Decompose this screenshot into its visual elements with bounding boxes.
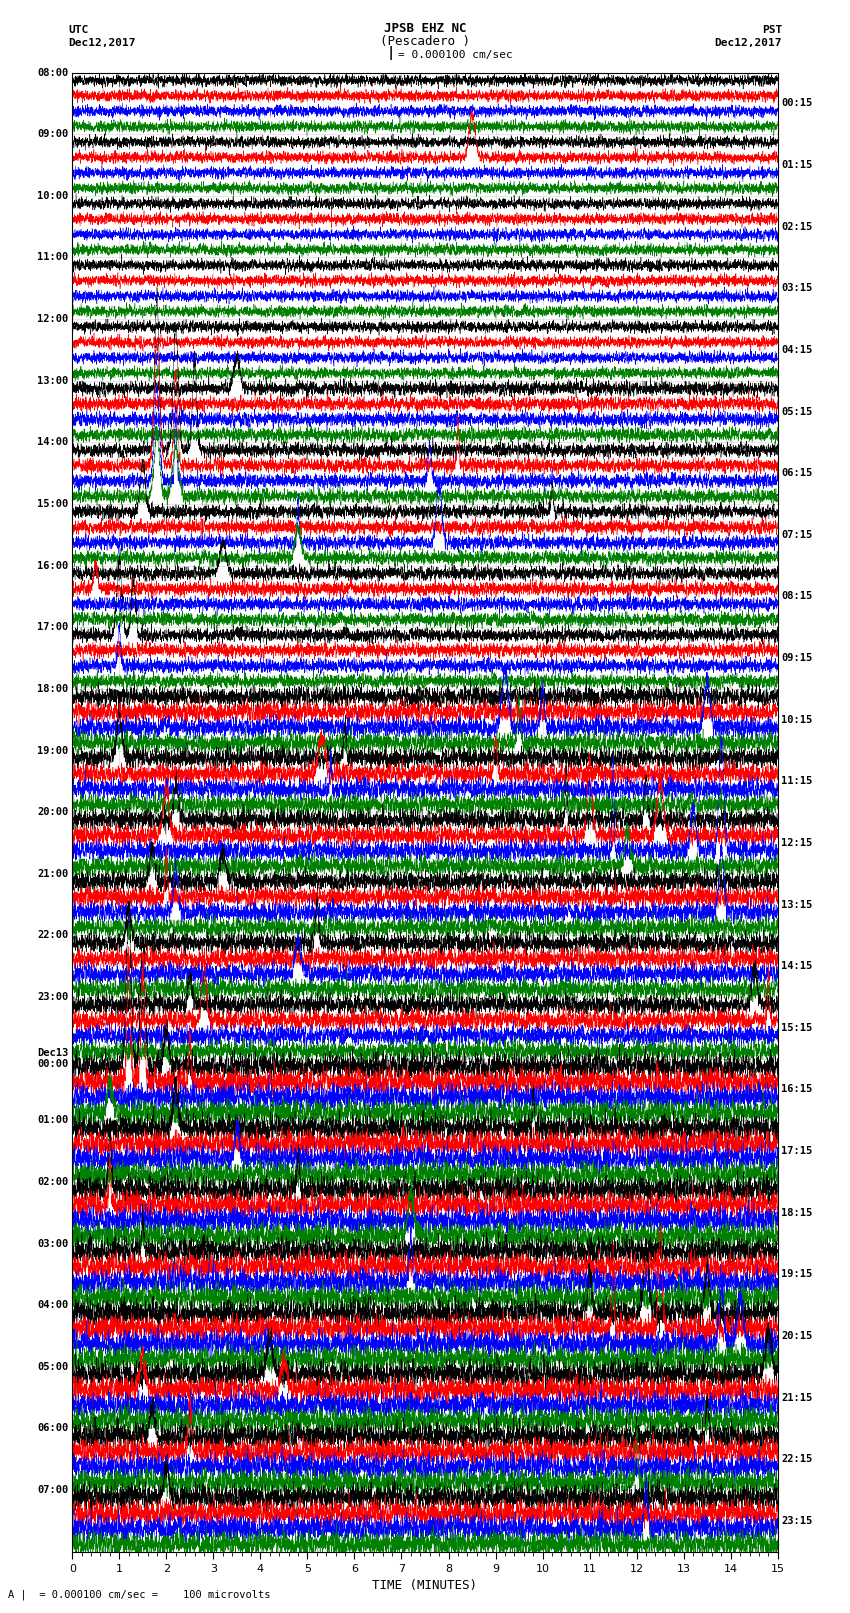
- Text: 18:15: 18:15: [781, 1208, 813, 1218]
- Text: 19:00: 19:00: [37, 745, 69, 755]
- Text: 18:00: 18:00: [37, 684, 69, 694]
- Text: 13:00: 13:00: [37, 376, 69, 386]
- Text: 19:15: 19:15: [781, 1269, 813, 1279]
- Text: 05:00: 05:00: [37, 1361, 69, 1371]
- Text: A |  = 0.000100 cm/sec =    100 microvolts: A | = 0.000100 cm/sec = 100 microvolts: [8, 1589, 271, 1600]
- Text: 05:15: 05:15: [781, 406, 813, 416]
- Text: PST: PST: [762, 24, 782, 35]
- Text: JPSB EHZ NC: JPSB EHZ NC: [383, 21, 467, 35]
- Text: (Pescadero ): (Pescadero ): [380, 35, 470, 48]
- Text: 07:00: 07:00: [37, 1486, 69, 1495]
- Text: 08:15: 08:15: [781, 592, 813, 602]
- Text: 10:15: 10:15: [781, 715, 813, 724]
- Text: 08:00: 08:00: [37, 68, 69, 77]
- Text: 16:00: 16:00: [37, 561, 69, 571]
- Text: 03:15: 03:15: [781, 284, 813, 294]
- Text: 17:00: 17:00: [37, 623, 69, 632]
- Text: 01:00: 01:00: [37, 1115, 69, 1126]
- Text: 22:00: 22:00: [37, 931, 69, 940]
- Text: 20:15: 20:15: [781, 1331, 813, 1340]
- Text: 15:15: 15:15: [781, 1023, 813, 1032]
- Text: 14:15: 14:15: [781, 961, 813, 971]
- Text: 02:00: 02:00: [37, 1177, 69, 1187]
- Text: 02:15: 02:15: [781, 221, 813, 232]
- Text: 14:00: 14:00: [37, 437, 69, 447]
- Text: 12:15: 12:15: [781, 839, 813, 848]
- Text: 20:00: 20:00: [37, 806, 69, 818]
- Text: = 0.000100 cm/sec: = 0.000100 cm/sec: [398, 50, 513, 60]
- Text: 00:15: 00:15: [781, 98, 813, 108]
- Text: 09:00: 09:00: [37, 129, 69, 139]
- Text: 15:00: 15:00: [37, 498, 69, 510]
- Text: 09:15: 09:15: [781, 653, 813, 663]
- Text: 16:15: 16:15: [781, 1084, 813, 1095]
- Text: UTC: UTC: [68, 24, 88, 35]
- Text: 21:15: 21:15: [781, 1392, 813, 1403]
- Text: 22:15: 22:15: [781, 1455, 813, 1465]
- Text: 13:15: 13:15: [781, 900, 813, 910]
- Text: 04:00: 04:00: [37, 1300, 69, 1310]
- Text: 04:15: 04:15: [781, 345, 813, 355]
- Text: 17:15: 17:15: [781, 1147, 813, 1157]
- Text: 10:00: 10:00: [37, 190, 69, 202]
- Text: 12:00: 12:00: [37, 315, 69, 324]
- Text: 11:15: 11:15: [781, 776, 813, 786]
- Text: 21:00: 21:00: [37, 869, 69, 879]
- Text: 06:15: 06:15: [781, 468, 813, 477]
- Text: 11:00: 11:00: [37, 253, 69, 263]
- Text: 07:15: 07:15: [781, 529, 813, 540]
- Text: Dec12,2017: Dec12,2017: [715, 39, 782, 48]
- Text: 01:15: 01:15: [781, 160, 813, 169]
- Text: 23:15: 23:15: [781, 1516, 813, 1526]
- Text: 06:00: 06:00: [37, 1423, 69, 1434]
- Text: 03:00: 03:00: [37, 1239, 69, 1248]
- Text: |: |: [387, 45, 395, 60]
- Text: 23:00: 23:00: [37, 992, 69, 1002]
- Text: Dec13
00:00: Dec13 00:00: [37, 1048, 69, 1069]
- Text: Dec12,2017: Dec12,2017: [68, 39, 135, 48]
- X-axis label: TIME (MINUTES): TIME (MINUTES): [372, 1579, 478, 1592]
